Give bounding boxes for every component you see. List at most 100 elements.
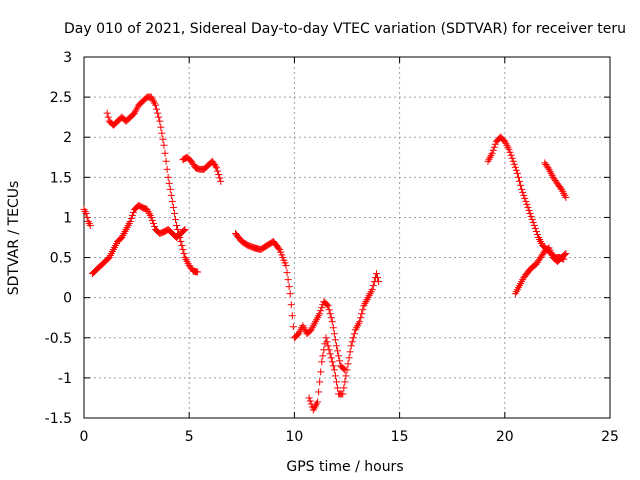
data-point <box>159 135 167 143</box>
y-axis-label: SDTVAR / TECUs <box>6 181 22 296</box>
data-point <box>343 366 351 374</box>
data-point <box>359 306 367 314</box>
data-point <box>507 151 515 159</box>
data-point <box>180 226 188 234</box>
data-point <box>330 366 338 374</box>
data-point <box>336 357 344 365</box>
data-point <box>168 197 176 205</box>
data-point <box>149 219 157 227</box>
data-point <box>488 149 496 157</box>
y-tick-label: 1 <box>63 210 72 226</box>
data-point <box>544 164 552 172</box>
x-tick-label: 20 <box>496 429 514 445</box>
data-point <box>169 203 177 211</box>
data-point <box>86 221 94 229</box>
data-point <box>328 358 336 366</box>
data-point <box>346 348 354 356</box>
data-point <box>180 250 188 258</box>
data-point <box>324 302 332 310</box>
data-point <box>288 312 296 320</box>
data-point <box>509 157 517 165</box>
data-point <box>562 250 570 258</box>
data-point <box>181 225 189 233</box>
x-tick-label: 10 <box>285 429 303 445</box>
data-point <box>172 215 180 223</box>
data-point <box>103 109 111 117</box>
data-point <box>179 246 187 254</box>
data-point <box>282 262 290 270</box>
data-point <box>530 221 538 229</box>
data-point <box>148 216 156 224</box>
data-point <box>522 197 530 205</box>
data-point <box>177 238 185 246</box>
data-point <box>214 167 222 175</box>
chart-title: Day 010 of 2021, Sidereal Day-to-day VTE… <box>64 21 626 37</box>
data-point <box>283 269 291 277</box>
data-point <box>525 206 533 214</box>
data-point <box>322 334 330 342</box>
y-tick-label: -0.5 <box>45 331 72 347</box>
data-point <box>533 230 541 238</box>
data-point <box>83 213 91 221</box>
data-point <box>162 157 170 165</box>
data-point <box>163 165 171 173</box>
y-tick-label: 2.5 <box>50 90 72 106</box>
data-point <box>368 286 376 294</box>
data-point <box>325 346 333 354</box>
data-point <box>173 221 181 229</box>
data-point <box>518 185 526 193</box>
data-point <box>329 362 337 370</box>
data-point <box>345 354 353 362</box>
data-point <box>372 270 380 278</box>
data-point <box>318 358 326 366</box>
data-point <box>317 307 325 315</box>
data-point <box>341 378 349 386</box>
data-point <box>347 342 355 350</box>
data-point <box>323 338 331 346</box>
data-point <box>153 105 161 113</box>
data-point <box>331 336 339 344</box>
data-point <box>82 209 90 217</box>
data-point <box>216 174 224 182</box>
data-markers <box>80 93 570 414</box>
data-point <box>104 113 112 121</box>
y-tick-label: 1.5 <box>50 170 72 186</box>
data-point <box>319 352 327 360</box>
data-point <box>526 209 534 217</box>
data-point <box>332 378 340 386</box>
data-point <box>165 179 173 187</box>
data-point <box>152 101 160 109</box>
data-point <box>344 360 352 368</box>
data-point <box>170 209 178 217</box>
data-point <box>505 145 513 153</box>
data-point <box>348 338 356 346</box>
data-point <box>166 185 174 193</box>
data-point <box>358 310 366 318</box>
y-tick-label: 2 <box>63 130 72 146</box>
data-point <box>157 123 165 131</box>
data-point <box>314 398 322 406</box>
data-point <box>317 368 325 376</box>
data-point <box>375 278 383 286</box>
grid <box>84 57 610 418</box>
data-point <box>349 334 357 342</box>
data-point <box>369 282 377 290</box>
data-point <box>158 129 166 137</box>
data-point <box>512 166 520 174</box>
data-point <box>340 365 348 373</box>
data-point <box>335 352 343 360</box>
data-point <box>523 200 531 208</box>
data-point <box>531 224 539 232</box>
data-point <box>275 244 283 252</box>
data-point <box>357 314 365 322</box>
data-point <box>510 160 518 168</box>
data-point <box>519 188 527 196</box>
y-tick-label: -1 <box>58 371 72 387</box>
data-point <box>305 394 313 402</box>
plot-frame <box>83 56 611 419</box>
data-point <box>326 310 334 318</box>
data-point <box>150 222 158 230</box>
data-point <box>316 310 324 318</box>
y-tick-label: 0 <box>63 291 72 307</box>
x-tick-label: 5 <box>185 429 194 445</box>
